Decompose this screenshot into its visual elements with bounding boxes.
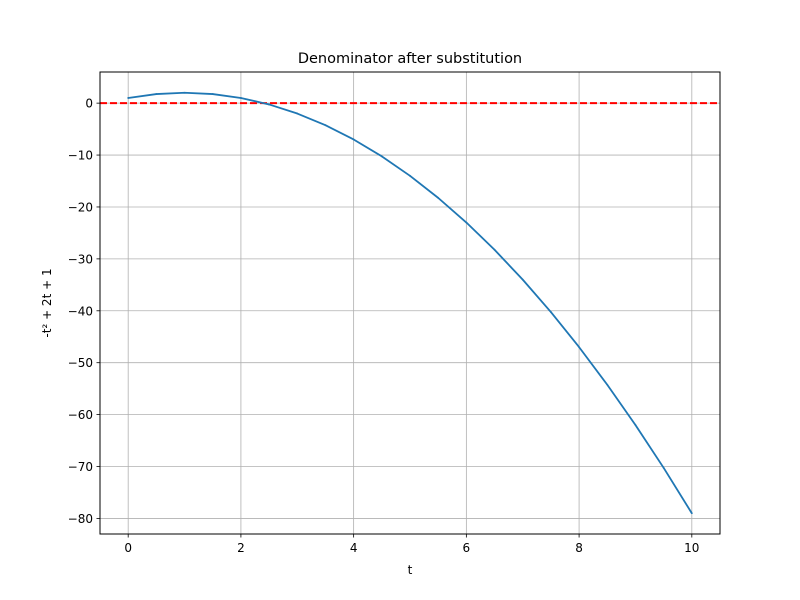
- y-axis-label: -t² + 2t + 1: [40, 268, 54, 337]
- data-point: [211, 93, 214, 95]
- x-tick-label: 0: [124, 541, 132, 555]
- data-point: [268, 103, 270, 106]
- data-point: [662, 466, 665, 469]
- y-tick-label: −70: [68, 460, 93, 474]
- data-point: [493, 248, 496, 251]
- y-tick-label: −50: [68, 356, 93, 370]
- x-axis-label: t: [408, 563, 413, 577]
- series-layer: [127, 91, 693, 515]
- data-point: [296, 112, 299, 115]
- data-point: [240, 97, 242, 99]
- data-point: [578, 346, 580, 349]
- y-tick-label: −60: [68, 408, 93, 422]
- data-point: [352, 138, 355, 141]
- y-tick-label: −40: [68, 304, 93, 318]
- x-tick-label: 4: [350, 541, 358, 555]
- y-tick-label: −10: [68, 149, 93, 163]
- data-point: [690, 512, 693, 515]
- y-tick-label: −80: [68, 512, 93, 526]
- chart-title: Denominator after substitution: [298, 51, 522, 67]
- x-tick-label: 10: [684, 541, 699, 555]
- data-point: [324, 124, 327, 127]
- x-tick-label: 2: [237, 541, 245, 555]
- data-point: [465, 221, 468, 224]
- data-point: [634, 424, 637, 426]
- plot-frame: [99, 71, 721, 535]
- x-tick-label: 8: [575, 541, 583, 555]
- data-point: [437, 196, 440, 199]
- y-tick-label: −30: [68, 252, 93, 266]
- data-point: [155, 93, 158, 95]
- data-point: [127, 97, 130, 99]
- x-tick-label: 6: [463, 541, 471, 555]
- data-point: [409, 174, 411, 177]
- grid: [100, 72, 720, 534]
- ticks: 0 2 4 6 8 10 0 −10 −20 −30 −40 −50 −60 −70 −80: [68, 97, 700, 555]
- data-point: [380, 155, 383, 158]
- data-point: [550, 311, 552, 313]
- y-tick-label: 0: [85, 97, 93, 111]
- data-point: [183, 91, 186, 94]
- y-tick-label: −20: [68, 200, 93, 214]
- data-point: [606, 383, 609, 386]
- data-point: [521, 278, 524, 281]
